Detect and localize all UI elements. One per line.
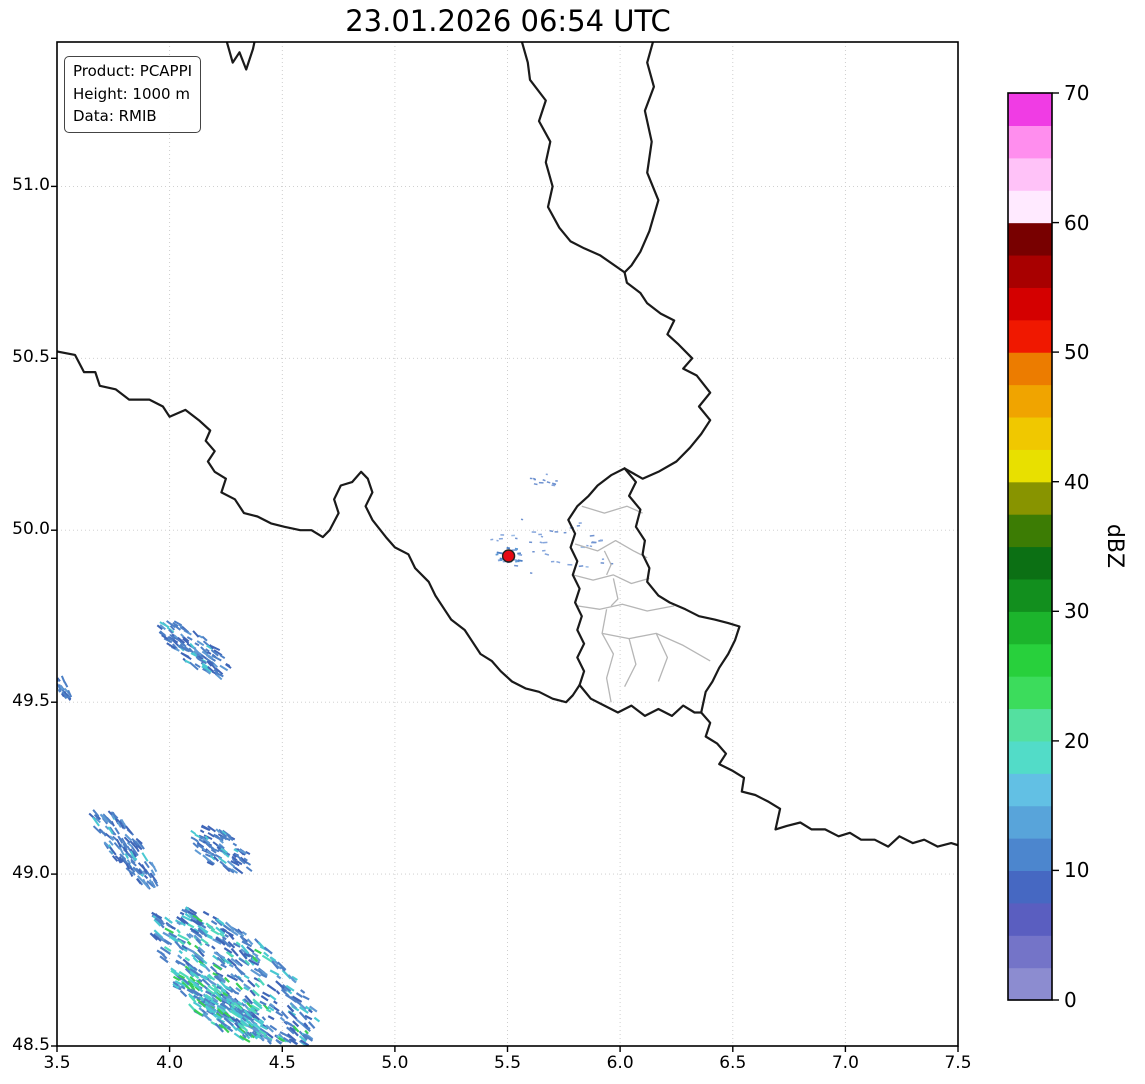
colorbar-tick-label: 20 — [1064, 728, 1090, 753]
colorbar-frame — [1007, 92, 1053, 1001]
x-tick-label: 4.5 — [268, 1053, 296, 1073]
map-frame — [56, 41, 959, 1047]
x-tick-label: 6.5 — [719, 1053, 747, 1073]
colorbar-label: dBZ — [1102, 523, 1127, 569]
country-borders — [57, 42, 958, 848]
product-line: Product: PCAPPI — [73, 62, 193, 80]
radar-site-marker — [501, 549, 516, 563]
y-tick-label: 48.5 — [12, 1035, 50, 1055]
x-tick-label: 4.0 — [156, 1053, 184, 1073]
colorbar-tick-label: 50 — [1064, 340, 1090, 365]
colorbar-tick-label: 0 — [1064, 988, 1077, 1012]
grid-lines — [57, 42, 958, 1046]
admin-borders — [572, 505, 711, 703]
x-tick-label: 5.0 — [381, 1053, 409, 1073]
product-info-box: Product: PCAPPI Height: 1000 m Data: RMI… — [64, 56, 202, 133]
y-tick-label: 49.5 — [12, 691, 50, 712]
x-tick-label: 6.0 — [606, 1053, 634, 1073]
colorbar-tick-label: 70 — [1064, 81, 1090, 105]
radar-echoes — [57, 473, 614, 1046]
colorbar-tick-label: 60 — [1064, 210, 1090, 235]
colorbar-gradient — [1008, 93, 1052, 1001]
axis-tick-marks — [51, 185, 959, 1052]
y-tick-label: 49.0 — [12, 863, 50, 884]
x-tick-label: 3.5 — [43, 1053, 71, 1073]
colorbar-tick-label: 30 — [1064, 599, 1090, 624]
colorbar-tick-marks — [1052, 92, 1059, 1001]
x-tick-label: 7.5 — [944, 1053, 972, 1073]
colorbar-tick-label: 40 — [1064, 469, 1090, 494]
y-tick-label: 51.0 — [12, 175, 50, 196]
y-tick-label: 50.0 — [12, 519, 50, 540]
x-tick-label: 7.0 — [831, 1053, 859, 1073]
data-source-line: Data: RMIB — [73, 107, 157, 125]
x-tick-label: 5.5 — [493, 1053, 522, 1073]
y-tick-label: 50.5 — [12, 347, 50, 368]
colorbar-tick-label: 10 — [1064, 858, 1090, 883]
height-line: Height: 1000 m — [73, 84, 190, 103]
figure-title: 23.01.2026 06:54 UTC — [345, 4, 671, 38]
